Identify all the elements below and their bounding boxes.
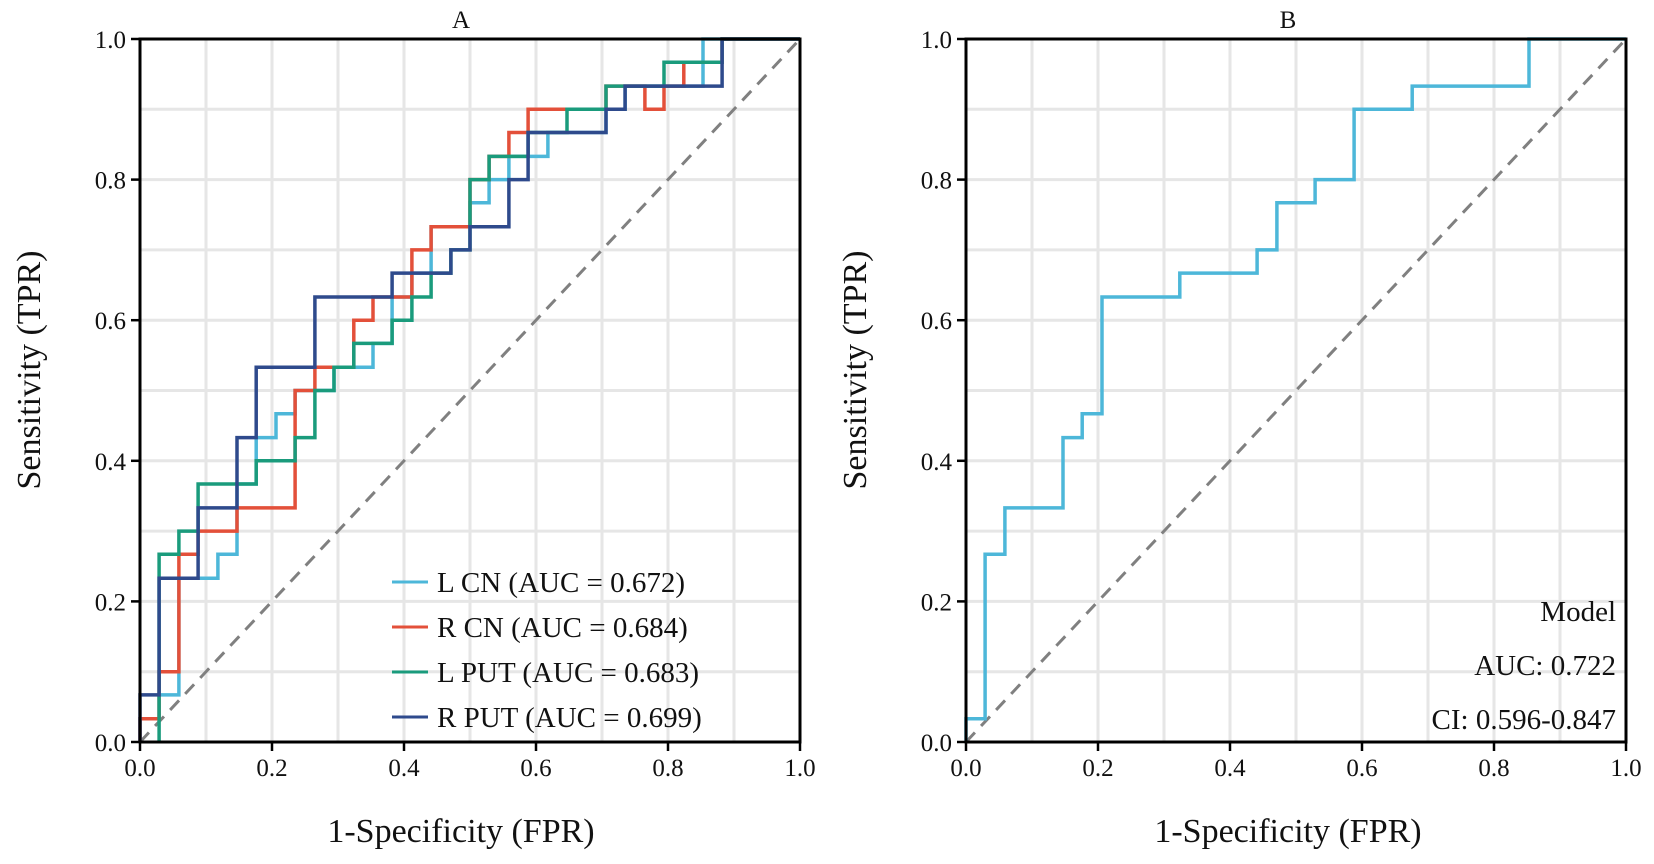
panel-b-ticks: 0.0 0.2 0.4 0.6 0.8 1.0 0.0 0.2 0.4 0.6 0.8 1.0 [921,27,1642,782]
annotation-model-label: Model [1540,596,1616,628]
y-tick-label: 0.4 [95,449,127,476]
legend-label-l-cn: L CN (AUC = 0.672) [437,567,685,599]
y-tick-label: 1.0 [921,27,952,54]
panel-a-ticks: 0.0 0.2 0.4 0.6 0.8 1.0 0.0 0.2 0.4 0.6 0.8 1.0 [95,27,816,782]
panel-b: B 0.0 0.2 0.4 0.6 0.8 1.0 0.0 0.2 0.4 0.6 0.8 1.0 1… [837,7,1642,850]
y-tick-label: 1.0 [95,27,126,54]
panel-a-x-axis-title: 1-Specificity (FPR) [327,813,594,850]
roc-curve-r-put [138,37,800,742]
panel-b-frame [964,37,1628,744]
legend-item-r-put: R PUT (AUC = 0.699) [392,702,702,734]
panel-b-title: B [1280,7,1297,34]
legend-item-l-put: L PUT (AUC = 0.683) [392,657,699,689]
legend-label-r-put: R PUT (AUC = 0.699) [437,702,702,734]
annotation-auc: AUC: 0.722 [1474,650,1616,682]
panel-b-x-axis-title: 1-Specificity (FPR) [1154,813,1421,850]
annotation-ci: CI: 0.596-0.847 [1432,704,1616,736]
x-tick-label: 0.0 [950,755,981,782]
x-tick-label: 0.2 [1082,755,1113,782]
panel-a-series [138,37,800,742]
legend-item-l-cn: L CN (AUC = 0.672) [392,567,685,599]
panel-b-annotation: Model AUC: 0.722 CI: 0.596-0.847 [1432,596,1616,736]
y-tick-label: 0.8 [921,168,952,195]
x-tick-label: 0.4 [388,755,420,782]
roc-curve-l-put [157,37,800,742]
y-tick-label: 0.2 [921,589,952,616]
legend-label-r-cn: R CN (AUC = 0.684) [437,612,688,644]
x-tick-label: 0.8 [1478,755,1509,782]
panel-a-legend: L CN (AUC = 0.672) R CN (AUC = 0.684) L … [392,567,702,734]
legend-label-l-put: L PUT (AUC = 0.683) [437,657,699,689]
panel-a-title: A [452,7,470,34]
x-tick-label: 0.0 [124,755,155,782]
panel-a-y-axis-title: Sensitivity (TPR) [11,251,48,490]
panel-a-reference-diagonal [138,37,802,744]
x-tick-label: 0.2 [256,755,287,782]
y-tick-label: 0.6 [95,308,126,335]
y-tick-label: 0.6 [921,308,952,335]
panel-b-y-axis-title: Sensitivity (TPR) [837,251,874,490]
x-tick-label: 0.4 [1214,755,1246,782]
panel-b-reference-diagonal [964,37,1628,744]
y-tick-label: 0.0 [95,730,126,757]
panel-b-series [964,37,1626,742]
y-tick-label: 0.4 [921,449,953,476]
x-tick-label: 1.0 [784,755,815,782]
x-tick-label: 1.0 [1610,755,1641,782]
roc-curve-model [964,37,1626,742]
legend-item-r-cn: R CN (AUC = 0.684) [392,612,688,644]
x-tick-label: 0.6 [1346,755,1377,782]
y-tick-label: 0.8 [95,168,126,195]
y-tick-label: 0.0 [921,730,952,757]
y-tick-label: 0.2 [95,589,126,616]
panel-a: A 0.0 0.2 0.4 0.6 0.8 1.0 0.0 0.2 0.4 0.6 0.8 1.0 1… [11,7,816,850]
x-tick-label: 0.8 [652,755,683,782]
x-tick-label: 0.6 [520,755,551,782]
panel-a-frame [138,37,802,744]
